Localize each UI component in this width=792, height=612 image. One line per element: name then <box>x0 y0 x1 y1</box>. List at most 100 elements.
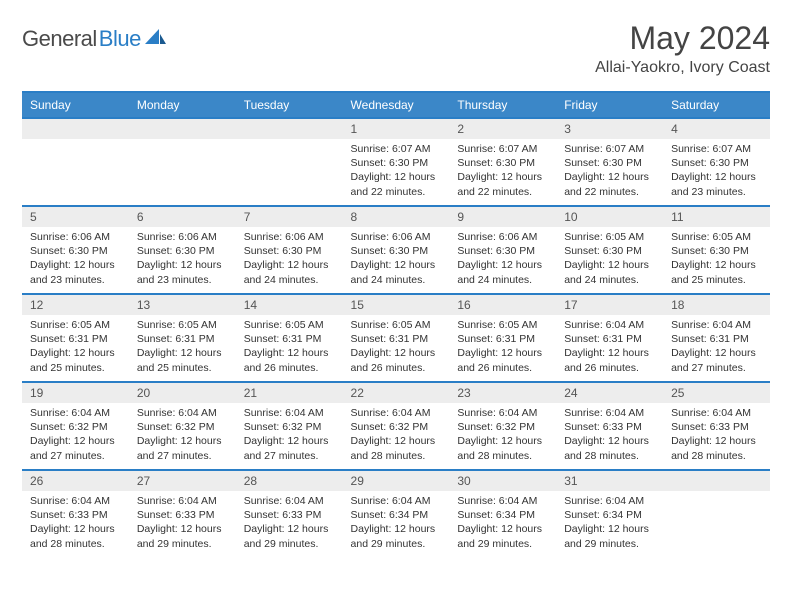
day-cell: 22Sunrise: 6:04 AMSunset: 6:32 PMDayligh… <box>343 381 450 469</box>
day-content: Sunrise: 6:04 AMSunset: 6:33 PMDaylight:… <box>663 403 770 469</box>
day-cell: 25Sunrise: 6:04 AMSunset: 6:33 PMDayligh… <box>663 381 770 469</box>
day-content: Sunrise: 6:04 AMSunset: 6:31 PMDaylight:… <box>556 315 663 381</box>
day-content: Sunrise: 6:06 AMSunset: 6:30 PMDaylight:… <box>22 227 129 293</box>
day-cell: 6Sunrise: 6:06 AMSunset: 6:30 PMDaylight… <box>129 205 236 293</box>
calendar-body: 1Sunrise: 6:07 AMSunset: 6:30 PMDaylight… <box>22 117 770 557</box>
day-content: Sunrise: 6:07 AMSunset: 6:30 PMDaylight:… <box>663 139 770 205</box>
day-cell: 16Sunrise: 6:05 AMSunset: 6:31 PMDayligh… <box>449 293 556 381</box>
day-cell: 10Sunrise: 6:05 AMSunset: 6:30 PMDayligh… <box>556 205 663 293</box>
day-content: Sunrise: 6:07 AMSunset: 6:30 PMDaylight:… <box>449 139 556 205</box>
day-content: Sunrise: 6:06 AMSunset: 6:30 PMDaylight:… <box>449 227 556 293</box>
day-number: 23 <box>449 381 556 403</box>
day-content: Sunrise: 6:06 AMSunset: 6:30 PMDaylight:… <box>236 227 343 293</box>
day-number: 14 <box>236 293 343 315</box>
day-number: 15 <box>343 293 450 315</box>
day-number-empty <box>22 117 129 139</box>
day-cell: 23Sunrise: 6:04 AMSunset: 6:32 PMDayligh… <box>449 381 556 469</box>
day-cell <box>236 117 343 205</box>
day-number: 19 <box>22 381 129 403</box>
day-content: Sunrise: 6:05 AMSunset: 6:30 PMDaylight:… <box>556 227 663 293</box>
week-row: 5Sunrise: 6:06 AMSunset: 6:30 PMDaylight… <box>22 205 770 293</box>
day-cell: 12Sunrise: 6:05 AMSunset: 6:31 PMDayligh… <box>22 293 129 381</box>
day-cell: 3Sunrise: 6:07 AMSunset: 6:30 PMDaylight… <box>556 117 663 205</box>
day-cell: 31Sunrise: 6:04 AMSunset: 6:34 PMDayligh… <box>556 469 663 557</box>
day-cell: 4Sunrise: 6:07 AMSunset: 6:30 PMDaylight… <box>663 117 770 205</box>
title-block: May 2024 Allai-Yaokro, Ivory Coast <box>595 20 770 77</box>
brand-part1: General <box>22 26 97 52</box>
page: GeneralBlue May 2024 Allai-Yaokro, Ivory… <box>0 0 792 577</box>
day-cell: 30Sunrise: 6:04 AMSunset: 6:34 PMDayligh… <box>449 469 556 557</box>
day-cell: 15Sunrise: 6:05 AMSunset: 6:31 PMDayligh… <box>343 293 450 381</box>
day-number: 17 <box>556 293 663 315</box>
day-content: Sunrise: 6:06 AMSunset: 6:30 PMDaylight:… <box>343 227 450 293</box>
day-cell: 11Sunrise: 6:05 AMSunset: 6:30 PMDayligh… <box>663 205 770 293</box>
day-cell: 14Sunrise: 6:05 AMSunset: 6:31 PMDayligh… <box>236 293 343 381</box>
weekday-header: Tuesday <box>236 92 343 117</box>
day-number-empty <box>236 117 343 139</box>
weekday-header: Wednesday <box>343 92 450 117</box>
day-content: Sunrise: 6:04 AMSunset: 6:32 PMDaylight:… <box>343 403 450 469</box>
day-cell: 24Sunrise: 6:04 AMSunset: 6:33 PMDayligh… <box>556 381 663 469</box>
day-number: 29 <box>343 469 450 491</box>
day-cell: 7Sunrise: 6:06 AMSunset: 6:30 PMDaylight… <box>236 205 343 293</box>
weekday-header: Friday <box>556 92 663 117</box>
day-number-empty <box>663 469 770 491</box>
weekday-header: Saturday <box>663 92 770 117</box>
day-number: 7 <box>236 205 343 227</box>
day-cell <box>129 117 236 205</box>
day-content: Sunrise: 6:04 AMSunset: 6:33 PMDaylight:… <box>236 491 343 557</box>
day-content: Sunrise: 6:04 AMSunset: 6:32 PMDaylight:… <box>129 403 236 469</box>
day-cell: 18Sunrise: 6:04 AMSunset: 6:31 PMDayligh… <box>663 293 770 381</box>
day-number: 13 <box>129 293 236 315</box>
day-content: Sunrise: 6:05 AMSunset: 6:31 PMDaylight:… <box>236 315 343 381</box>
day-number: 1 <box>343 117 450 139</box>
day-cell: 21Sunrise: 6:04 AMSunset: 6:32 PMDayligh… <box>236 381 343 469</box>
day-number: 10 <box>556 205 663 227</box>
header: GeneralBlue May 2024 Allai-Yaokro, Ivory… <box>22 20 770 77</box>
day-content: Sunrise: 6:04 AMSunset: 6:32 PMDaylight:… <box>449 403 556 469</box>
day-number: 9 <box>449 205 556 227</box>
day-number: 31 <box>556 469 663 491</box>
day-content: Sunrise: 6:04 AMSunset: 6:34 PMDaylight:… <box>449 491 556 557</box>
day-content: Sunrise: 6:04 AMSunset: 6:34 PMDaylight:… <box>556 491 663 557</box>
day-cell <box>663 469 770 557</box>
day-content: Sunrise: 6:05 AMSunset: 6:31 PMDaylight:… <box>449 315 556 381</box>
day-number: 27 <box>129 469 236 491</box>
day-number: 12 <box>22 293 129 315</box>
week-row: 12Sunrise: 6:05 AMSunset: 6:31 PMDayligh… <box>22 293 770 381</box>
week-row: 19Sunrise: 6:04 AMSunset: 6:32 PMDayligh… <box>22 381 770 469</box>
day-number: 22 <box>343 381 450 403</box>
day-content: Sunrise: 6:04 AMSunset: 6:34 PMDaylight:… <box>343 491 450 557</box>
location: Allai-Yaokro, Ivory Coast <box>595 59 770 77</box>
day-cell: 5Sunrise: 6:06 AMSunset: 6:30 PMDaylight… <box>22 205 129 293</box>
day-cell: 8Sunrise: 6:06 AMSunset: 6:30 PMDaylight… <box>343 205 450 293</box>
day-cell: 17Sunrise: 6:04 AMSunset: 6:31 PMDayligh… <box>556 293 663 381</box>
day-cell: 28Sunrise: 6:04 AMSunset: 6:33 PMDayligh… <box>236 469 343 557</box>
calendar-table: Sunday Monday Tuesday Wednesday Thursday… <box>22 91 770 557</box>
weekday-header: Thursday <box>449 92 556 117</box>
weekday-header: Sunday <box>22 92 129 117</box>
day-cell: 19Sunrise: 6:04 AMSunset: 6:32 PMDayligh… <box>22 381 129 469</box>
sail-icon <box>145 29 167 50</box>
day-content: Sunrise: 6:04 AMSunset: 6:31 PMDaylight:… <box>663 315 770 381</box>
week-row: 26Sunrise: 6:04 AMSunset: 6:33 PMDayligh… <box>22 469 770 557</box>
day-content: Sunrise: 6:04 AMSunset: 6:33 PMDaylight:… <box>129 491 236 557</box>
day-number: 5 <box>22 205 129 227</box>
day-number: 18 <box>663 293 770 315</box>
weekday-header-row: Sunday Monday Tuesday Wednesday Thursday… <box>22 92 770 117</box>
day-cell: 1Sunrise: 6:07 AMSunset: 6:30 PMDaylight… <box>343 117 450 205</box>
day-number: 20 <box>129 381 236 403</box>
day-content: Sunrise: 6:04 AMSunset: 6:33 PMDaylight:… <box>556 403 663 469</box>
day-number: 3 <box>556 117 663 139</box>
day-number-empty <box>129 117 236 139</box>
brand-part2: Blue <box>99 26 141 52</box>
day-content: Sunrise: 6:05 AMSunset: 6:31 PMDaylight:… <box>22 315 129 381</box>
day-cell <box>22 117 129 205</box>
day-content: Sunrise: 6:04 AMSunset: 6:32 PMDaylight:… <box>22 403 129 469</box>
day-number: 2 <box>449 117 556 139</box>
day-cell: 13Sunrise: 6:05 AMSunset: 6:31 PMDayligh… <box>129 293 236 381</box>
day-number: 30 <box>449 469 556 491</box>
day-cell: 20Sunrise: 6:04 AMSunset: 6:32 PMDayligh… <box>129 381 236 469</box>
week-row: 1Sunrise: 6:07 AMSunset: 6:30 PMDaylight… <box>22 117 770 205</box>
day-number: 21 <box>236 381 343 403</box>
